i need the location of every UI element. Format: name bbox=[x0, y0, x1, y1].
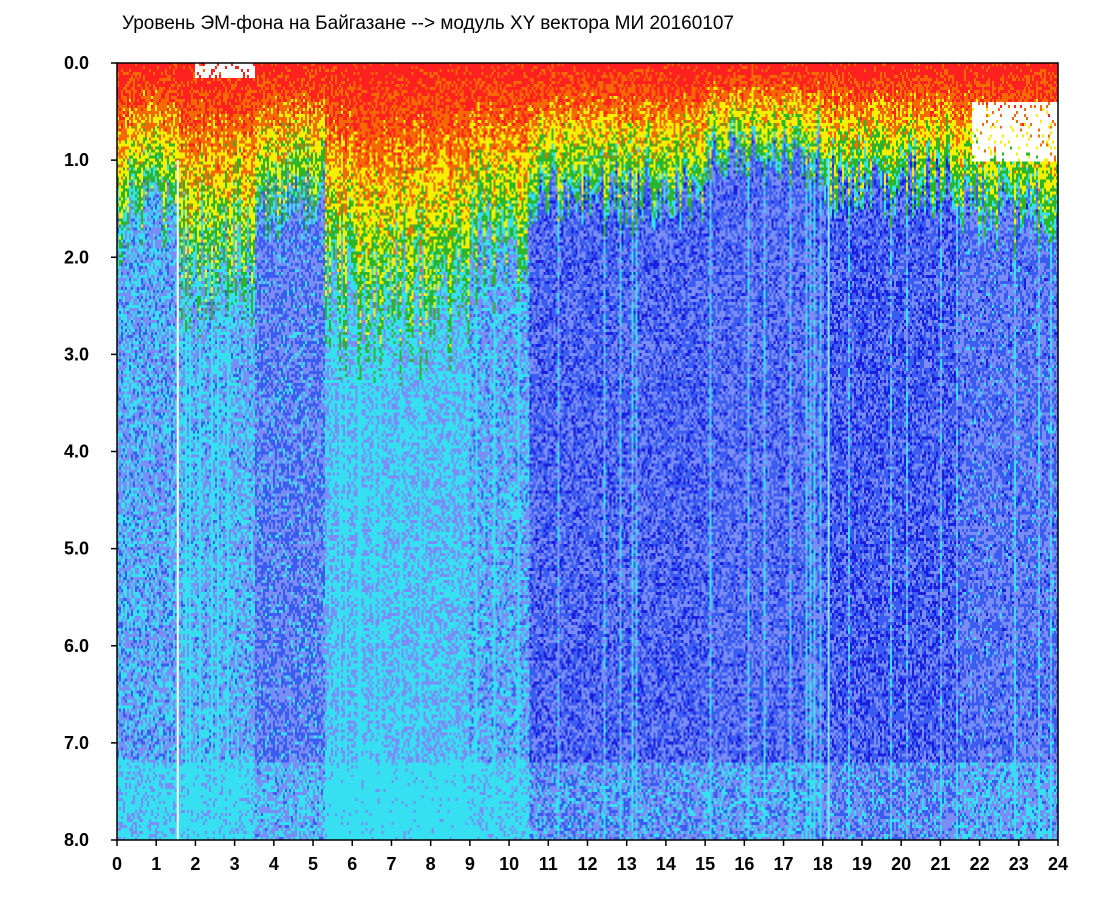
y-tick-label: 5.0 bbox=[64, 539, 89, 559]
plot-area bbox=[117, 63, 1058, 840]
x-tick-label: 21 bbox=[930, 854, 950, 874]
y-tick-label: 0.0 bbox=[64, 53, 89, 73]
x-tick-label: 7 bbox=[386, 854, 396, 874]
y-tick-label: 8.0 bbox=[64, 830, 89, 850]
y-tick-label: 3.0 bbox=[64, 344, 89, 364]
x-tick-label: 18 bbox=[813, 854, 833, 874]
x-tick-label: 13 bbox=[617, 854, 637, 874]
x-tick-label: 9 bbox=[465, 854, 475, 874]
y-tick-label: 7.0 bbox=[64, 733, 89, 753]
x-tick-label: 17 bbox=[774, 854, 794, 874]
x-tick-label: 12 bbox=[577, 854, 597, 874]
x-tick-label: 11 bbox=[539, 854, 558, 874]
x-tick-label: 5 bbox=[308, 854, 318, 874]
x-tick-label: 14 bbox=[656, 854, 676, 874]
x-tick-label: 15 bbox=[695, 854, 715, 874]
chart-title: Уровень ЭМ-фона на Байгазане --> модуль … bbox=[122, 13, 734, 34]
x-tick-label: 24 bbox=[1048, 854, 1068, 874]
y-tick-label: 4.0 bbox=[64, 442, 89, 462]
axes: 0 1 2 3 4 5 6 7 8 9 10 11 12 13 14 15 16 17 18 19 20 21 22 23 24… bbox=[64, 53, 1068, 874]
x-tick-label: 10 bbox=[499, 854, 519, 874]
x-tick-label: 22 bbox=[970, 854, 990, 874]
x-tick-label: 16 bbox=[734, 854, 754, 874]
heatmap-image bbox=[117, 63, 1058, 840]
y-tick-label: 1.0 bbox=[64, 150, 89, 170]
x-tick-label: 4 bbox=[269, 854, 279, 874]
x-tick-label: 1 bbox=[151, 854, 161, 874]
x-tick-label: 3 bbox=[230, 854, 240, 874]
x-tick-label: 23 bbox=[1009, 854, 1029, 874]
y-tick-label: 2.0 bbox=[64, 247, 89, 267]
x-tick-label: 0 bbox=[112, 854, 122, 874]
x-tick-label: 2 bbox=[190, 854, 200, 874]
x-tick-label: 20 bbox=[891, 854, 911, 874]
x-tick-label: 6 bbox=[347, 854, 357, 874]
x-tick-label: 8 bbox=[426, 854, 436, 874]
x-tick-label: 19 bbox=[852, 854, 872, 874]
y-tick-label: 6.0 bbox=[64, 636, 89, 656]
